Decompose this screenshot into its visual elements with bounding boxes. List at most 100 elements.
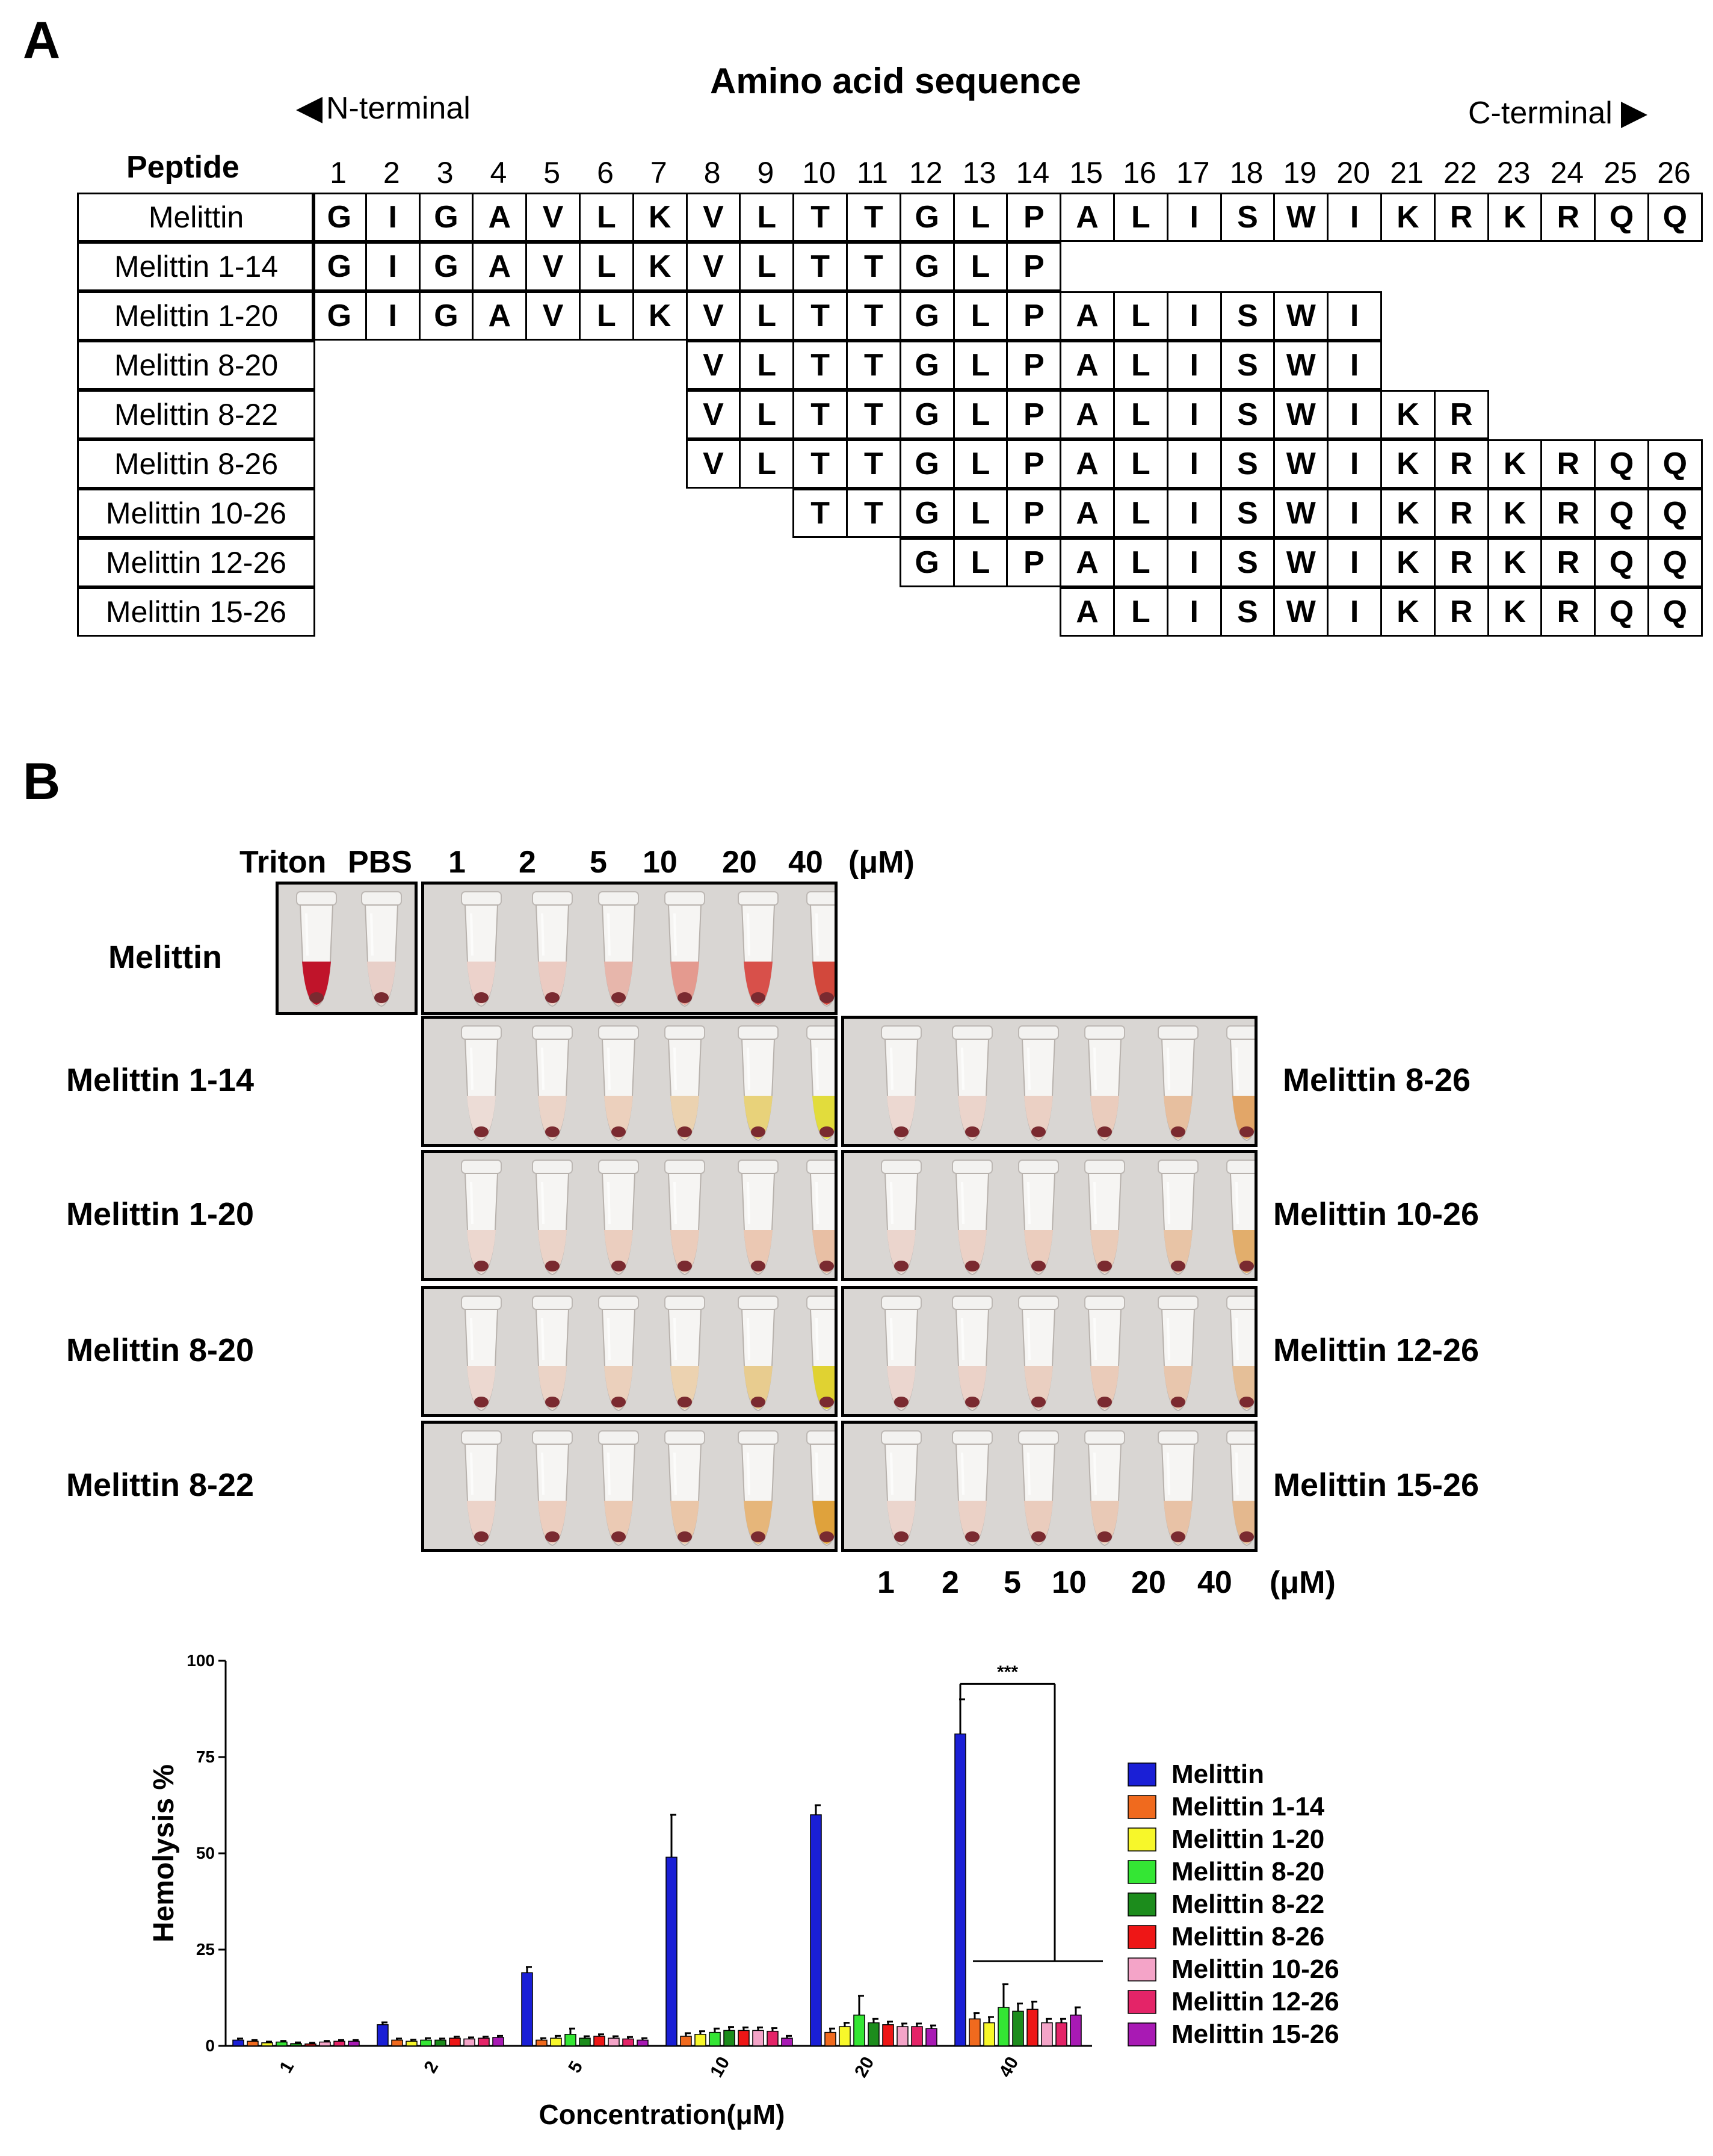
residue-cell: I [1327,291,1382,341]
bottom-conc-label: 2 [942,1565,959,1600]
tube-icon [806,1296,835,1412]
residue-cell: L [1113,390,1168,439]
peptide-name: Melittin 8-20 [77,341,315,390]
bar [969,2018,981,2046]
bar [261,2042,273,2046]
tube [360,889,403,1012]
tube-icon [1226,1430,1255,1546]
tube-icon [598,1296,639,1412]
residue-cell: V [685,291,741,341]
x-axis-label: Concentration(μM) [539,2099,785,2130]
tube [1084,1429,1126,1549]
residue-cell: G [312,242,367,291]
tube-icon [664,891,705,1007]
melittin-tubes [421,882,838,1015]
residue-cell: Q [1647,193,1703,242]
residue-cell: L [739,390,795,439]
left-arrow-icon [296,97,323,124]
tube-icon [1158,1160,1199,1276]
residue-cell: K [1487,587,1543,637]
residue-cell: P [1006,538,1062,587]
tube-row-label: Melittin 15-26 [1273,1467,1480,1503]
tube [531,1294,573,1414]
residue-cell: Q [1647,587,1703,637]
residue-cell: L [1113,193,1168,242]
position-number: 21 [1390,156,1424,190]
residue-cell: W [1273,291,1329,341]
tube [1017,1024,1060,1144]
residue-cell: S [1220,193,1276,242]
residue-cell: G [899,439,955,489]
residue-cell: A [472,193,528,242]
residue-cell: Q [1647,538,1703,587]
residue-cell: Q [1594,193,1649,242]
tube [1157,1429,1199,1549]
residue-cell: I [1327,439,1382,489]
tube [1084,1158,1126,1278]
tube [597,1429,640,1549]
bar [232,2039,244,2046]
residue-cell: I [1327,538,1382,587]
tube [737,1294,779,1414]
bottom-conc-label: 40 [1197,1565,1232,1600]
residue-cell: L [1113,291,1168,341]
tube-icon [461,1430,502,1546]
residue-cell: A [472,291,528,341]
tube [880,1429,922,1549]
residue-cell: I [1166,390,1222,439]
bar [319,2041,331,2046]
position-number: 11 [857,156,888,190]
tubes-left-1 [421,1150,838,1281]
tube [460,1158,502,1278]
residue-cell: A [1060,390,1115,439]
position-number: 13 [962,156,996,190]
significance-marker: *** [997,1662,1018,1682]
y-tick-label: 75 [196,1747,215,1766]
bar [579,2037,591,2046]
residue-cell: A [1060,587,1115,637]
residue-cell: I [365,193,421,242]
bar [824,2031,836,2046]
residue-cell: V [685,193,741,242]
tube [1226,1158,1255,1278]
tube-icon [1226,1025,1255,1141]
tube-icon [1018,1025,1059,1141]
residue-cell: R [1540,489,1596,538]
tube-icon [532,1430,573,1546]
position-number: 14 [1016,156,1050,190]
legend-label: Melittin [1171,1759,1264,1789]
tube-icon [461,1025,502,1141]
position-number: 19 [1283,156,1317,190]
peptide-name: Melittin 1-20 [77,291,315,341]
x-tick-label: 5 [564,2058,587,2077]
tube [664,1158,706,1278]
residue-cell: L [739,439,795,489]
tube [1157,1294,1199,1414]
residue-cell: A [1060,489,1115,538]
residue-cell: L [1113,341,1168,390]
bar [781,2037,793,2046]
residue-cell: Q [1594,439,1649,489]
bar [983,2022,995,2046]
peptide-name: Melittin 15-26 [77,587,315,637]
tube-icon [1084,1025,1125,1141]
legend-swatch [1128,1957,1156,1981]
bar [738,2030,750,2046]
residue-cell: W [1273,390,1329,439]
residue-cell: G [899,341,955,390]
tubes-left-2 [421,1286,838,1417]
tube-icon [952,1025,993,1141]
residue-cell: P [1006,193,1062,242]
residue-cell: I [1166,439,1222,489]
residue-cell: A [1060,291,1115,341]
residue-cell: I [365,242,421,291]
sequence-title: Amino acid sequence [710,61,1081,101]
bar [434,2039,446,2046]
residue-cell: Q [1647,439,1703,489]
residue-cell: I [1327,390,1382,439]
tube-icon [738,1430,779,1546]
bar [333,2040,345,2046]
residue-cell: T [846,390,901,439]
bar [954,1733,966,2046]
tube [597,889,640,1012]
